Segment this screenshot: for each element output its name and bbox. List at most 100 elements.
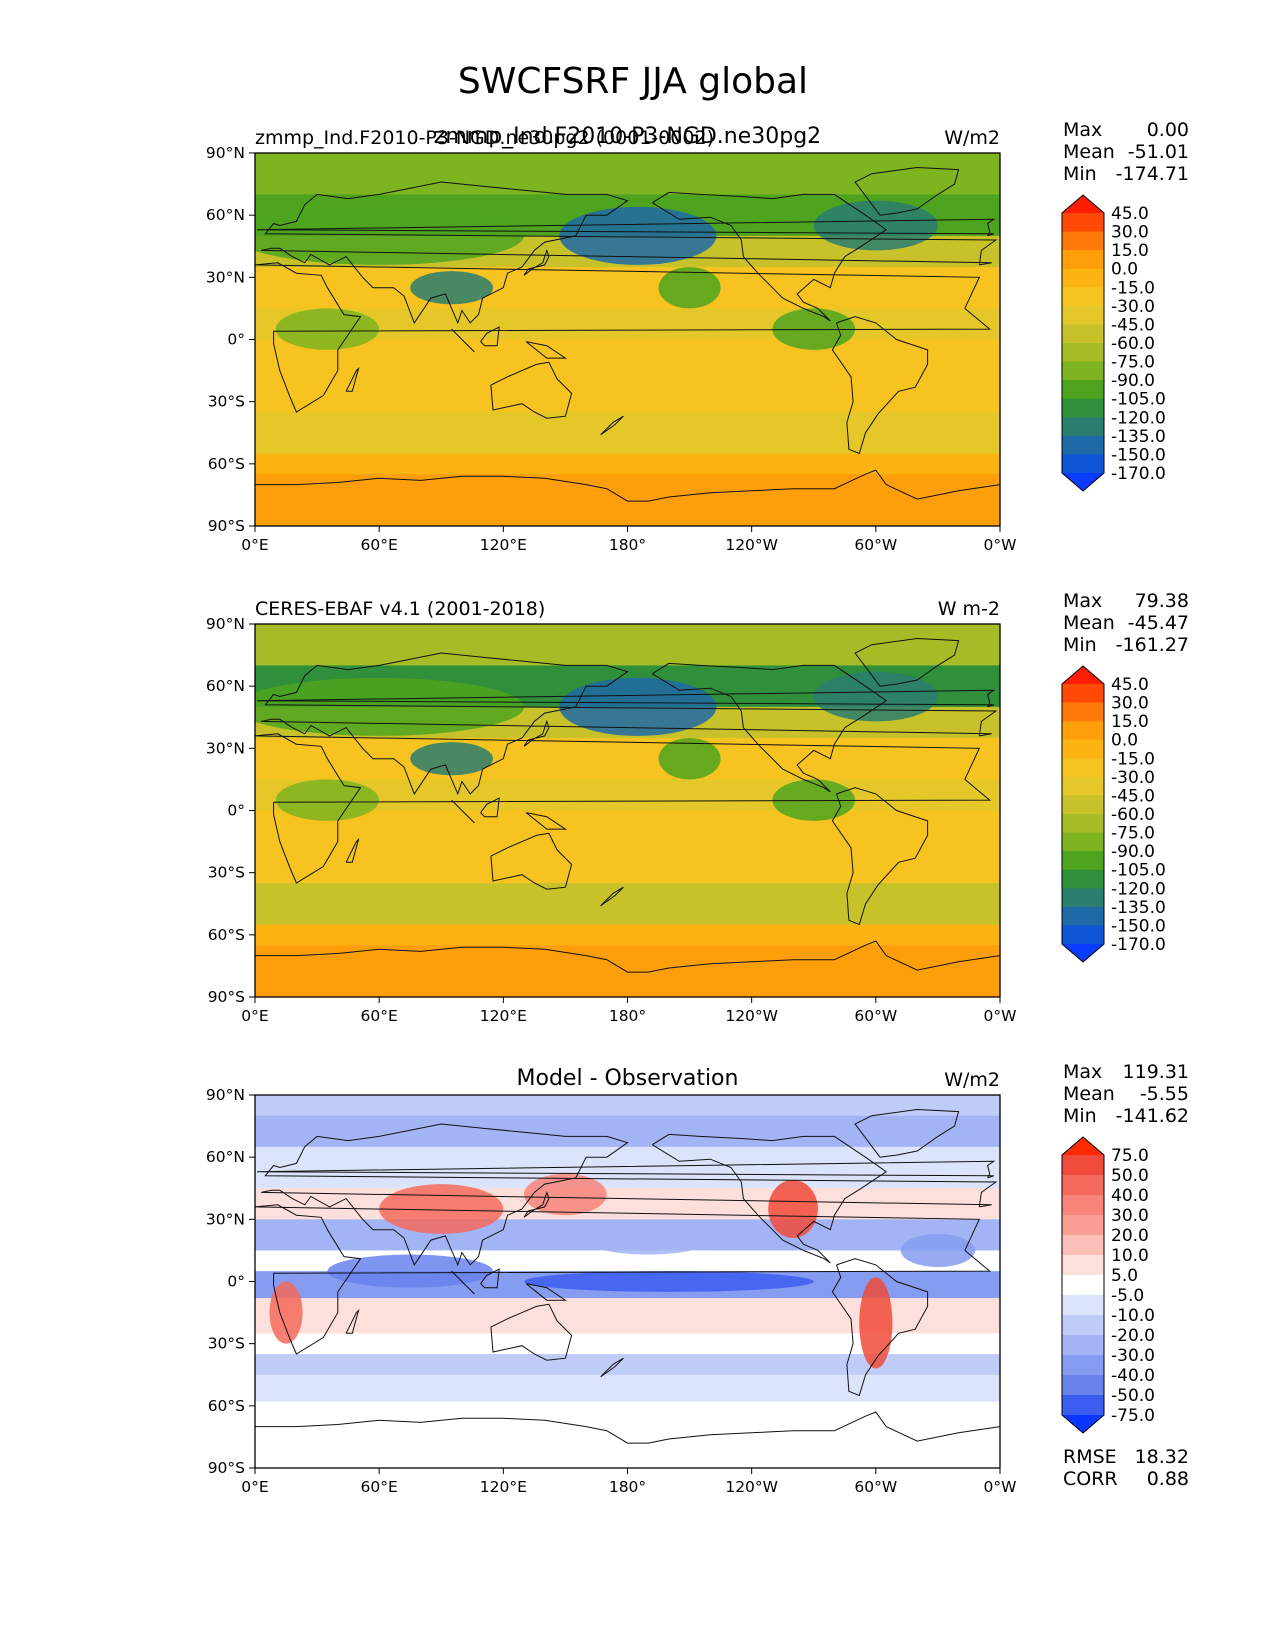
y-tick-label: 60°N bbox=[206, 206, 245, 224]
colorbar-tick-label: 45.0 bbox=[1111, 675, 1149, 695]
colorbar-tick-label: -50.0 bbox=[1111, 1386, 1155, 1406]
x-tick-label: 120°E bbox=[480, 1007, 527, 1025]
stat-value: -141.62 bbox=[1116, 1105, 1189, 1127]
colorbar-segment bbox=[1062, 869, 1104, 889]
y-tick-label: 30°S bbox=[208, 393, 245, 411]
stat-value: -5.55 bbox=[1140, 1083, 1189, 1105]
y-tick-label: 90°S bbox=[208, 517, 245, 535]
map-field bbox=[255, 624, 1000, 997]
y-tick-label: 60°S bbox=[208, 455, 245, 473]
colorbar-tick-label: -40.0 bbox=[1111, 1366, 1155, 1386]
colorbar-tick-label: -90.0 bbox=[1111, 842, 1155, 862]
colorbar-tick-label: 30.0 bbox=[1111, 694, 1149, 714]
panel-center-title: zmmp_Ind.F2010-P3-NGD.ne30pg2 bbox=[434, 124, 821, 149]
colorbar-tick-label: 0.0 bbox=[1111, 731, 1138, 751]
stat-value: -51.01 bbox=[1128, 141, 1189, 163]
y-tick-label: 90°N bbox=[206, 1086, 245, 1104]
colorbar-segment bbox=[1062, 1255, 1104, 1276]
colorbar-segment bbox=[1062, 454, 1104, 474]
colorbar-tick-label: -105.0 bbox=[1111, 861, 1166, 881]
colorbar-segment bbox=[1062, 398, 1104, 418]
colorbar-segment bbox=[1062, 795, 1104, 815]
colorbar-tick-label: -120.0 bbox=[1111, 879, 1166, 899]
colorbar-tick-label: 5.0 bbox=[1111, 1266, 1138, 1286]
y-tick-label: 30°N bbox=[206, 268, 245, 286]
colorbar: 45.030.015.00.0-15.0-30.0-45.0-60.0-75.0… bbox=[1061, 665, 1166, 963]
stat-label: Mean bbox=[1063, 141, 1115, 163]
stat-label: RMSE bbox=[1063, 1446, 1117, 1468]
colorbar-tick-label: 50.0 bbox=[1111, 1166, 1149, 1186]
x-tick-label: 120°W bbox=[725, 1478, 778, 1496]
colorbar-segment bbox=[1062, 906, 1104, 926]
x-tick-label: 0°W bbox=[984, 1478, 1017, 1496]
panel-left-title: zmmp_Ind.F2010-P3-NGD.ne30pg2 (0001-0002… bbox=[255, 127, 714, 149]
colorbar-segment bbox=[1062, 1295, 1104, 1316]
colorbar-segment bbox=[1062, 1195, 1104, 1216]
stat-label: Mean bbox=[1063, 612, 1115, 634]
x-tick-label: 60°E bbox=[361, 1007, 398, 1025]
x-tick-label: 60°E bbox=[361, 536, 398, 554]
colorbar-segment bbox=[1062, 739, 1104, 759]
colorbar-segment bbox=[1062, 851, 1104, 871]
x-tick-label: 0°E bbox=[241, 1007, 268, 1025]
colorbar-tick-label: 10.0 bbox=[1111, 1246, 1149, 1266]
colorbar-segment bbox=[1062, 684, 1104, 704]
colorbar-segment bbox=[1062, 1235, 1104, 1256]
colorbar-extend-bottom bbox=[1062, 1415, 1104, 1433]
colorbar-segment bbox=[1062, 287, 1104, 307]
stat-label: Min bbox=[1063, 1105, 1097, 1127]
colorbar-tick-label: 15.0 bbox=[1111, 712, 1149, 732]
panel-3: Model - Observation W/m2 0°E 60°E 120°E 180° 1… bbox=[206, 1061, 1189, 1496]
y-tick-label: 60°N bbox=[206, 677, 245, 695]
map-field bbox=[255, 1095, 1000, 1468]
panel-center-title: Model - Observation bbox=[517, 1066, 739, 1091]
colorbar-tick-label: -60.0 bbox=[1111, 334, 1155, 354]
colorbar-segment bbox=[1062, 758, 1104, 778]
colorbar-segment bbox=[1062, 832, 1104, 852]
stat-value: 0.88 bbox=[1147, 1468, 1189, 1490]
colorbar-extend-top bbox=[1062, 195, 1104, 213]
x-tick-label: 0°W bbox=[984, 1007, 1017, 1025]
colorbar-tick-label: -5.0 bbox=[1111, 1286, 1144, 1306]
colorbar-segment bbox=[1062, 380, 1104, 400]
figure-title: SWCFSRF JJA global bbox=[458, 61, 808, 102]
colorbar-segment bbox=[1062, 343, 1104, 363]
colorbar-tick-label: -10.0 bbox=[1111, 1306, 1155, 1326]
stat-value: 18.32 bbox=[1135, 1446, 1189, 1468]
x-tick-label: 60°E bbox=[361, 1478, 398, 1496]
colorbar-tick-label: -120.0 bbox=[1111, 408, 1166, 428]
y-tick-label: 30°S bbox=[208, 864, 245, 882]
colorbar-tick-label: 30.0 bbox=[1111, 223, 1149, 243]
stat-label: Max bbox=[1063, 119, 1102, 141]
colorbar-tick-label: 45.0 bbox=[1111, 204, 1149, 224]
stat-value: -174.71 bbox=[1116, 163, 1189, 185]
colorbar-segment bbox=[1062, 435, 1104, 455]
colorbar-tick-label: 30.0 bbox=[1111, 1206, 1149, 1226]
colorbar-tick-label: -20.0 bbox=[1111, 1326, 1155, 1346]
y-tick-label: 0° bbox=[227, 1273, 245, 1291]
colorbar-tick-label: 75.0 bbox=[1111, 1146, 1149, 1166]
y-tick-label: 60°S bbox=[208, 1397, 245, 1415]
colorbar-segment bbox=[1062, 305, 1104, 325]
y-tick-label: 30°S bbox=[208, 1335, 245, 1353]
units-label: W m-2 bbox=[938, 598, 1000, 620]
stat-value: 119.31 bbox=[1123, 1061, 1189, 1083]
x-tick-label: 120°E bbox=[480, 1478, 527, 1496]
colorbar-segment bbox=[1062, 417, 1104, 437]
colorbar-segment bbox=[1062, 268, 1104, 288]
y-tick-label: 90°S bbox=[208, 988, 245, 1006]
x-tick-label: 60°W bbox=[854, 1007, 897, 1025]
colorbar-segment bbox=[1062, 721, 1104, 741]
colorbar-tick-label: -30.0 bbox=[1111, 768, 1155, 788]
colorbar-tick-label: -30.0 bbox=[1111, 1346, 1155, 1366]
colorbar-tick-label: -75.0 bbox=[1111, 353, 1155, 373]
panel-1: zmmp_Ind.F2010-P3-NGD.ne30pg2 (0001-0002… bbox=[206, 119, 1189, 554]
colorbar-tick-label: -135.0 bbox=[1111, 427, 1166, 447]
colorbar-tick-label: -105.0 bbox=[1111, 390, 1166, 410]
colorbar-tick-label: -75.0 bbox=[1111, 1406, 1155, 1426]
colorbar-tick-label: 15.0 bbox=[1111, 241, 1149, 261]
colorbar-segment bbox=[1062, 1355, 1104, 1376]
colorbar-tick-label: 20.0 bbox=[1111, 1226, 1149, 1246]
colorbar-tick-label: -60.0 bbox=[1111, 805, 1155, 825]
